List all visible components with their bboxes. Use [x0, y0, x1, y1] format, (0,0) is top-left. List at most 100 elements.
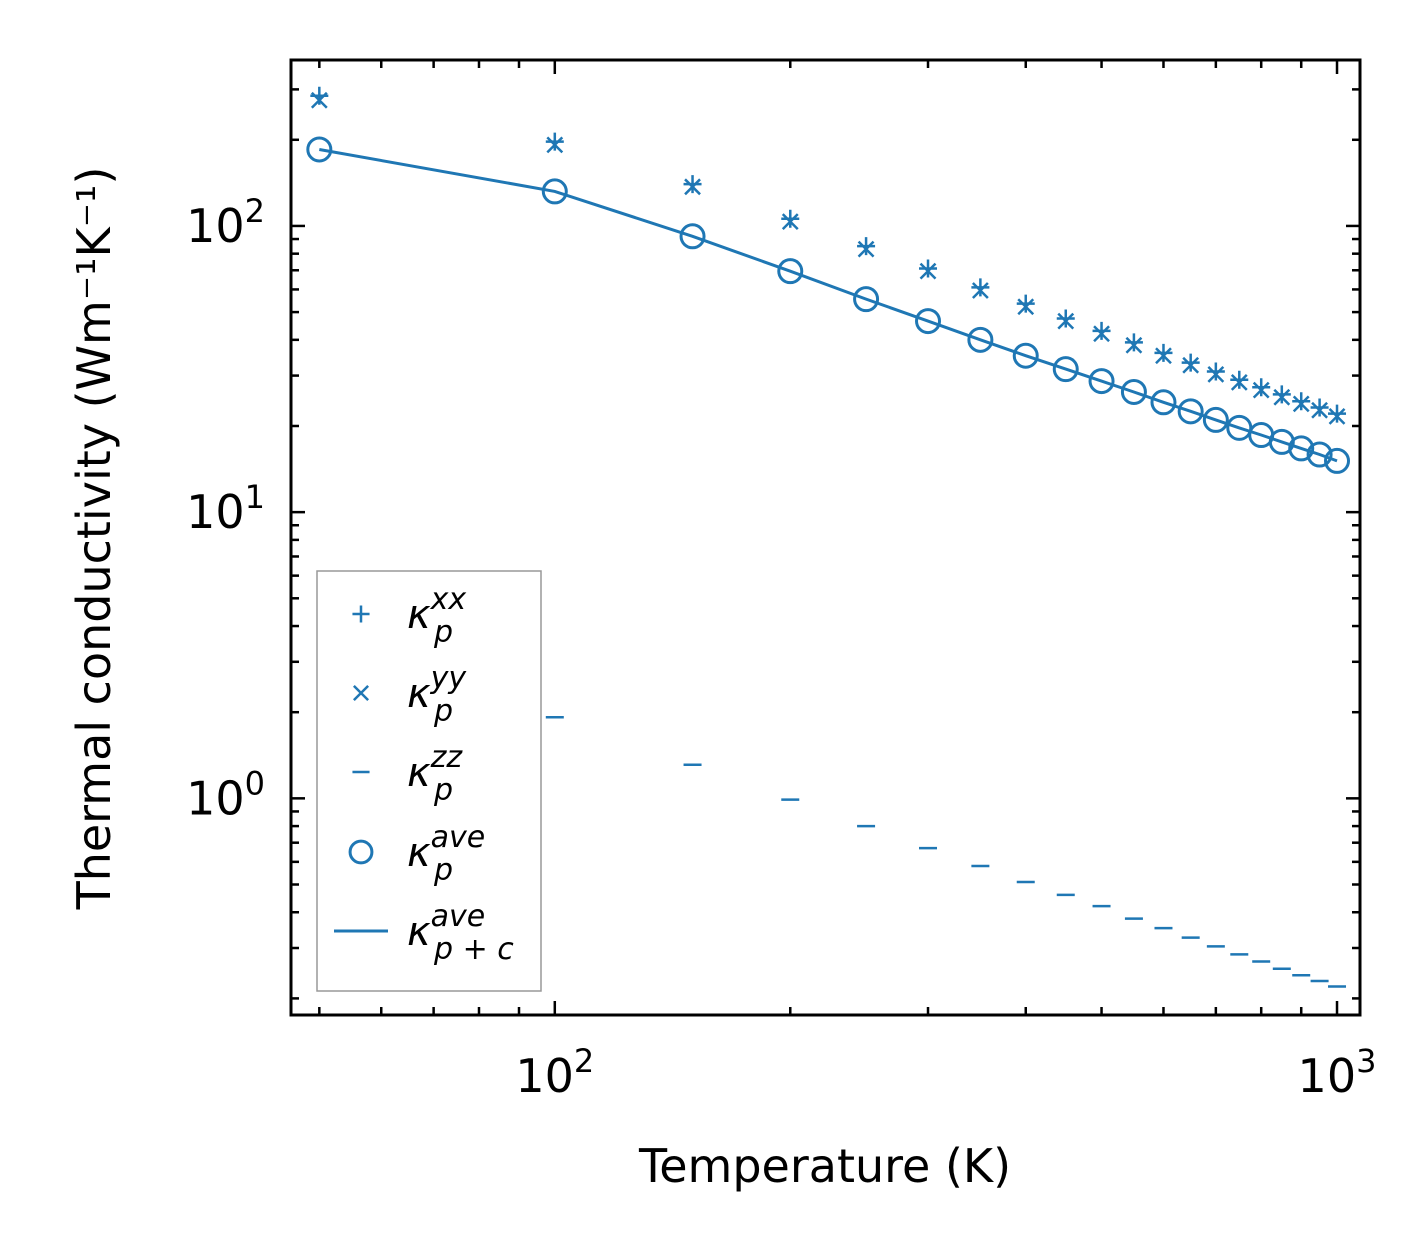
data-point	[1324, 447, 1351, 474]
data-point	[306, 136, 333, 163]
data-point	[541, 178, 568, 205]
legend-label: κxx p	[407, 582, 466, 650]
y-tick-label: 102	[186, 192, 265, 253]
series-kappa_p_zz	[545, 716, 1347, 988]
data-point	[857, 237, 876, 256]
y-tick-label-base: 10	[186, 485, 245, 539]
data-point	[1120, 378, 1147, 405]
legend-label-subscript: p	[433, 694, 453, 729]
data-point	[1202, 406, 1229, 433]
legend-marker	[352, 684, 370, 702]
data-point	[1093, 325, 1110, 343]
legend-label-subscript: p	[433, 853, 453, 888]
series-kappa_p_ave	[306, 136, 1351, 474]
legend-label-superscript: zz	[430, 740, 464, 775]
data-point	[967, 326, 994, 353]
data-point	[1328, 404, 1347, 423]
data-point	[1182, 356, 1200, 374]
data-point	[1207, 365, 1225, 383]
data-point	[1154, 343, 1173, 362]
data-point	[1052, 356, 1079, 383]
legend-label: κyy p	[407, 661, 467, 729]
data-point	[1328, 408, 1346, 425]
data-point	[1230, 370, 1249, 389]
data-point	[857, 240, 875, 258]
data-point	[1272, 385, 1291, 404]
data-point	[777, 258, 804, 285]
x-axis-title: Temperature (K)	[638, 1139, 1011, 1193]
data-point	[919, 259, 938, 278]
data-point	[310, 91, 328, 109]
data-point	[1150, 389, 1177, 416]
y-tick-label-base: 10	[186, 199, 245, 253]
series-kappa_p_yy	[310, 91, 1346, 425]
data-point	[1012, 342, 1039, 369]
data-point	[1292, 395, 1310, 413]
data-point	[545, 132, 564, 151]
y-tick-label-exponent: 1	[245, 478, 265, 516]
data-point	[1177, 398, 1204, 425]
y-tick-label-exponent: 0	[245, 764, 265, 802]
data-point	[684, 178, 701, 196]
plot-series	[306, 86, 1351, 988]
legend-label-superscript: ave	[431, 899, 486, 934]
data-point	[1288, 435, 1315, 462]
data-point	[971, 278, 990, 297]
x-tick-label-base: 10	[515, 1049, 574, 1103]
series-kappa_pc_ave	[319, 148, 1338, 463]
legend-label-base: κ	[407, 750, 431, 796]
y-tick-label: 101	[186, 478, 265, 539]
legend-label-base: κ	[407, 671, 431, 717]
data-point	[679, 223, 706, 250]
data-point	[1230, 374, 1248, 391]
data-point	[546, 136, 564, 154]
data-point	[1057, 312, 1075, 330]
data-point	[1292, 392, 1311, 411]
legend-box	[316, 570, 542, 992]
data-point	[853, 286, 880, 313]
data-point	[1306, 441, 1333, 468]
data-point	[1125, 336, 1143, 354]
data-point	[1252, 381, 1270, 399]
legend-label-subscript: p + c	[433, 932, 514, 967]
data-point	[781, 213, 799, 231]
y-tick-label-exponent: 2	[245, 192, 265, 230]
data-point	[781, 209, 800, 228]
x-tick-label: 103	[1298, 1042, 1377, 1103]
data-point	[1155, 347, 1172, 365]
legend-label-superscript: xx	[430, 582, 467, 617]
data-point	[919, 262, 937, 280]
x-tick-label-base: 10	[1298, 1049, 1357, 1103]
data-point	[915, 308, 942, 335]
legend-marker	[348, 839, 374, 865]
data-point	[971, 282, 989, 299]
data-point	[1056, 309, 1075, 328]
data-point	[1092, 321, 1111, 340]
x-tick-label-exponent: 2	[574, 1042, 594, 1080]
data-point	[1206, 362, 1225, 381]
plot-frame	[289, 58, 1362, 1017]
series-line	[319, 148, 1338, 463]
data-point	[683, 175, 702, 194]
legend-label-base: κ	[407, 830, 431, 876]
data-point	[1088, 368, 1115, 395]
legend-label-subscript: p	[433, 773, 453, 808]
legend-label: κzz p	[407, 740, 463, 808]
data-point	[1310, 398, 1329, 417]
legend-label-superscript: yy	[430, 661, 468, 696]
legend-label-base: κ	[407, 909, 431, 955]
data-point	[1124, 333, 1143, 352]
legend-label: κave p	[407, 820, 485, 888]
legend-label-superscript: ave	[431, 820, 486, 855]
y-tick-label-base: 10	[186, 771, 245, 825]
data-point	[1016, 294, 1035, 313]
data-point	[1181, 353, 1200, 372]
data-point	[1017, 298, 1035, 316]
legend-label: κave p + c	[407, 899, 514, 967]
x-tick-label-exponent: 3	[1356, 1042, 1376, 1080]
legend-label-base: κ	[407, 592, 431, 638]
y-axis-title: Thermal conductivity (Wm⁻¹K⁻¹)	[67, 167, 121, 911]
